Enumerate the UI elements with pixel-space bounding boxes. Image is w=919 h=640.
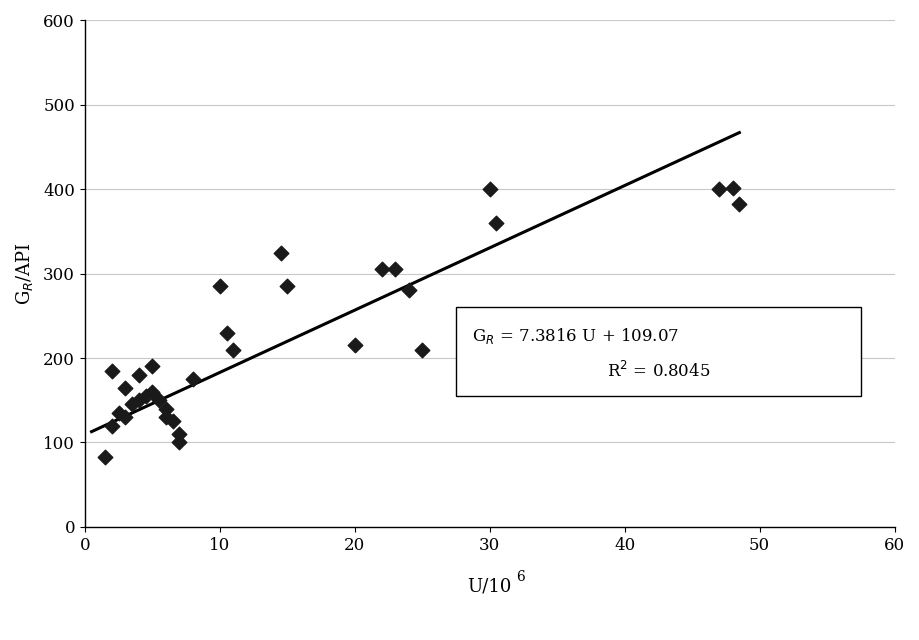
Point xyxy=(165,416,180,426)
Point xyxy=(482,184,497,195)
Point xyxy=(111,408,126,418)
Point xyxy=(118,383,132,393)
Point xyxy=(138,391,153,401)
Text: R$^{2}$ = 0.8045: R$^{2}$ = 0.8045 xyxy=(607,361,710,381)
Point xyxy=(388,264,403,275)
Point xyxy=(145,387,160,397)
Point xyxy=(711,184,726,195)
Point xyxy=(186,374,200,384)
Point xyxy=(732,198,747,209)
Point xyxy=(347,340,362,351)
Text: 6: 6 xyxy=(516,570,525,584)
Point xyxy=(152,395,166,405)
Point xyxy=(172,429,187,439)
Point xyxy=(145,362,160,372)
Point xyxy=(118,412,132,422)
Point xyxy=(219,328,233,338)
Point xyxy=(280,281,295,291)
Y-axis label: G$_{R}$/API: G$_{R}$/API xyxy=(14,242,35,305)
Point xyxy=(131,370,146,380)
Point xyxy=(489,218,504,228)
Point xyxy=(125,399,140,410)
Text: U/10: U/10 xyxy=(468,577,512,595)
Point xyxy=(172,437,187,447)
Point xyxy=(212,281,227,291)
Point xyxy=(374,264,389,275)
Point xyxy=(725,182,740,193)
Point xyxy=(158,404,173,414)
Point xyxy=(105,365,119,376)
Text: G$_{R}$ = 7.3816 U + 109.07: G$_{R}$ = 7.3816 U + 109.07 xyxy=(472,326,679,346)
Point xyxy=(226,344,241,355)
Bar xyxy=(456,307,861,396)
Point xyxy=(97,452,112,462)
Point xyxy=(273,248,288,258)
Point xyxy=(414,344,429,355)
Point xyxy=(131,395,146,405)
Point xyxy=(158,412,173,422)
Point xyxy=(105,420,119,431)
Point xyxy=(402,285,416,296)
